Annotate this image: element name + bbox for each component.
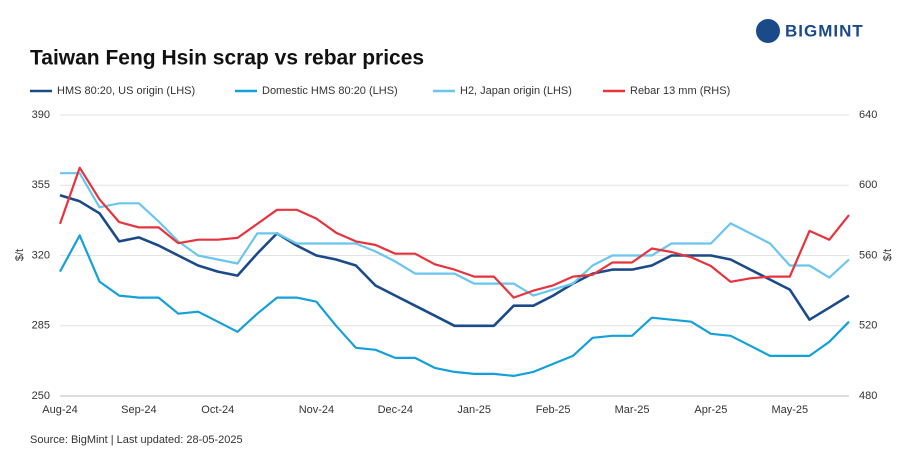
x-tick-label: Sep-24: [121, 404, 156, 416]
y2-tick-label: 560: [859, 249, 877, 261]
legend-label: Rebar 13 mm (RHS): [630, 85, 730, 97]
x-tick-label: Oct-24: [201, 404, 234, 416]
logo-icon: [756, 19, 780, 43]
legend-label: Domestic HMS 80:20 (LHS): [262, 85, 398, 97]
x-tick-label: May-25: [771, 404, 808, 416]
logo: BIGMINT: [756, 19, 864, 43]
series-line: [60, 172, 850, 297]
y-axis-label: $/t: [14, 249, 26, 261]
x-tick-label: Jan-25: [457, 404, 491, 416]
legend-label: H2, Japan origin (LHS): [460, 85, 572, 97]
logo-text: BIGMINT: [785, 21, 864, 40]
y2-tick-label: 480: [859, 390, 877, 402]
x-tick-label: Mar-25: [615, 404, 650, 416]
x-tick-label: Apr-25: [694, 404, 727, 416]
legend-label: HMS 80:20, US origin (LHS): [57, 85, 195, 97]
y2-axis-label: $/t: [882, 249, 894, 261]
chart-title: Taiwan Feng Hsin scrap vs rebar prices: [30, 47, 424, 70]
y2-tick-label: 520: [859, 320, 877, 332]
series-line: [58, 166, 850, 299]
y-tick-label: 250: [32, 390, 50, 402]
y-tick-label: 355: [32, 179, 50, 191]
y2-tick-label: 600: [859, 179, 877, 191]
y-tick-label: 285: [32, 320, 50, 332]
series-line: [59, 194, 850, 328]
x-tick-label: Feb-25: [536, 404, 571, 416]
source: Source: BigMint | Last updated: 28-05-20…: [30, 434, 243, 446]
y-tick-label: 320: [32, 249, 50, 261]
x-tick-label: Dec-24: [378, 404, 413, 416]
y2-tick-label: 640: [859, 109, 877, 121]
x-tick-label: Nov-24: [299, 404, 334, 416]
series-line: [59, 234, 850, 377]
x-tick-label: Aug-24: [42, 404, 77, 416]
y-tick-label: 390: [32, 109, 50, 121]
